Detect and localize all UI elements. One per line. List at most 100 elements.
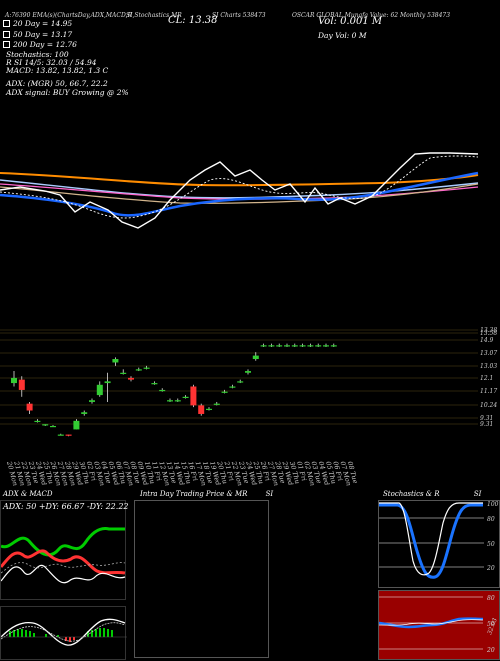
price-label: 9.31 xyxy=(480,421,493,428)
candle-body xyxy=(34,420,41,423)
stochastics-title-suffix: SI xyxy=(473,490,482,498)
candle-body xyxy=(237,381,244,383)
candle-body xyxy=(213,403,220,405)
ema-line-tan xyxy=(0,183,479,204)
ema20-swatch xyxy=(3,20,10,27)
candle-body xyxy=(96,384,103,396)
ema20-text: 20 Day = 14.95 xyxy=(13,19,73,28)
price-label: 14.9 xyxy=(480,337,494,344)
candle-body xyxy=(151,383,158,385)
candle-body xyxy=(50,425,56,428)
stochastics-title: Stochastics & R SI xyxy=(383,491,481,498)
candle-body xyxy=(57,434,64,436)
intraday-panel xyxy=(134,500,269,658)
adx-line-dotted xyxy=(1,562,126,574)
day-volume-label: Day Vol: 0 M xyxy=(318,31,367,40)
candle-body xyxy=(167,400,173,402)
candle-body xyxy=(143,367,150,369)
ema200-text: 200 Day = 12.76 xyxy=(13,40,77,49)
stochastics-text: Stochastics: 100 xyxy=(6,50,69,59)
price-label: 12.1 xyxy=(480,375,493,382)
stochastics-title-text: Stochastics & R xyxy=(383,490,440,498)
intraday-title-text: Intra Day Trading Price & MR xyxy=(140,490,248,498)
macd-line xyxy=(1,618,126,646)
ema50-text: 50 Day = 13.17 xyxy=(13,30,73,39)
price-label: 13.58 xyxy=(480,330,497,337)
macd-histogram-neg xyxy=(65,637,75,642)
candle-body xyxy=(260,345,267,347)
candle-body xyxy=(198,405,205,414)
volume-label: Vol: 0.001 M xyxy=(318,16,383,27)
candle-body xyxy=(229,386,236,388)
minus-dy-line xyxy=(1,549,126,575)
candle-body xyxy=(276,345,283,347)
rsi-blue-line xyxy=(379,617,484,629)
rsi-white-line xyxy=(379,619,484,626)
ema-line-white-dotted xyxy=(0,155,479,219)
stoch-scale-100: 100 xyxy=(487,501,499,508)
candle-body xyxy=(65,434,72,436)
candle-body xyxy=(128,377,134,380)
stochastics-panel: 100 80 50 20 xyxy=(378,500,500,588)
candle-body xyxy=(291,345,298,347)
candle-body xyxy=(252,355,259,360)
stoch-blue-line xyxy=(379,503,483,579)
candle-body xyxy=(182,396,189,398)
candle-body xyxy=(11,377,17,384)
candle-body xyxy=(159,389,166,392)
intraday-title-suffix: SI xyxy=(265,490,274,498)
stoch-white-line xyxy=(379,502,483,576)
candle-body xyxy=(73,420,80,430)
candle-body xyxy=(42,424,49,426)
candle-body xyxy=(174,400,181,402)
macd-lines xyxy=(1,618,127,646)
rsi-scale-80: 80 xyxy=(487,595,495,602)
price-label: 13.07 xyxy=(480,350,497,357)
stoch-scale-20: 20 xyxy=(486,565,495,572)
ema200-line: 200 Day = 12.76 xyxy=(3,40,77,49)
ema20-line: 20 Day = 14.95 xyxy=(3,19,73,28)
ema-chart xyxy=(0,152,479,229)
stochastics-lines: 100 80 50 20 xyxy=(379,501,499,579)
intraday-title: Intra Day Trading Price & MR SI xyxy=(140,491,273,498)
adx-line xyxy=(1,564,126,584)
candle-body xyxy=(284,345,290,347)
rsi-scale-50: 50 xyxy=(487,621,495,628)
rsi-value: 32.03 xyxy=(486,617,499,636)
macd-histogram xyxy=(9,628,113,637)
adx-text: ADX: (MGR) 50, 66.7, 22.2 xyxy=(6,79,108,88)
ema200-swatch xyxy=(3,41,10,48)
ema20-line-blue xyxy=(0,171,479,217)
stoch-scale-80: 80 xyxy=(487,516,495,523)
price-label: 9.31 xyxy=(480,415,493,422)
symbol-code: SI Charts 538473 xyxy=(212,12,266,19)
price-label: 10.24 xyxy=(480,402,497,409)
stoch-scale-50: 50 xyxy=(487,541,495,548)
adx-signal-text: ADX signal: BUY Growing @ 2% xyxy=(6,88,129,97)
candle-body xyxy=(112,359,119,363)
ema50-swatch xyxy=(3,31,10,38)
candle-body xyxy=(268,345,275,347)
candle-body xyxy=(323,345,329,347)
candle-body xyxy=(18,379,25,390)
macd-signal-line xyxy=(1,622,126,642)
candle-body xyxy=(104,381,111,384)
adx-lines xyxy=(1,527,126,584)
candle-body xyxy=(120,372,127,374)
adx-panel: ADX: 50 +DY: 66.67 -DY: 22.22 xyxy=(0,500,129,600)
macd-panel xyxy=(0,606,127,660)
price-label: 11.17 xyxy=(480,388,497,395)
rsi-lines: 80 50 20 32.03 xyxy=(379,595,499,654)
candle-body xyxy=(26,403,33,411)
candle-body xyxy=(330,345,337,347)
macd-text: MACD: 13.82, 13.82, 1.3 C xyxy=(6,66,109,75)
indicators-title: SI,Stochastics,MR xyxy=(126,12,182,19)
candle-body xyxy=(89,400,95,402)
price-line-white xyxy=(0,152,479,229)
candle-body xyxy=(81,412,88,414)
rsi-scale-20: 20 xyxy=(486,647,495,654)
price-label: 13.03 xyxy=(480,363,497,370)
price-label: 13.38 xyxy=(480,327,497,334)
